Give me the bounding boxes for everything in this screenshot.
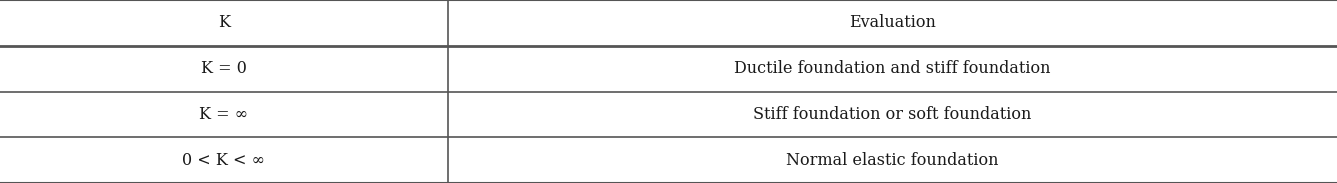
Text: Evaluation: Evaluation [849, 14, 936, 31]
Text: Stiff foundation or soft foundation: Stiff foundation or soft foundation [753, 106, 1032, 123]
Text: K: K [218, 14, 230, 31]
Text: Normal elastic foundation: Normal elastic foundation [786, 152, 999, 169]
Text: Ductile foundation and stiff foundation: Ductile foundation and stiff foundation [734, 60, 1051, 77]
Text: K = ∞: K = ∞ [199, 106, 249, 123]
Text: 0 < K < ∞: 0 < K < ∞ [182, 152, 266, 169]
Text: K = 0: K = 0 [201, 60, 247, 77]
